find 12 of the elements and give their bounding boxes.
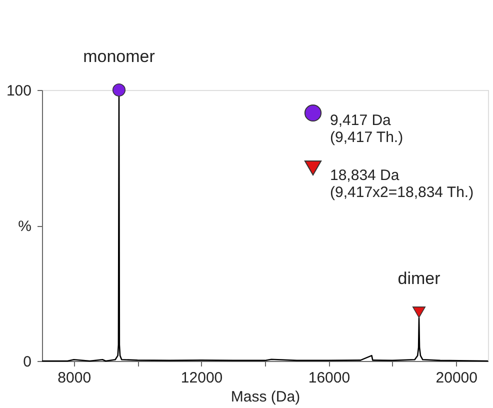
- y-tick-label: 100: [6, 82, 32, 100]
- x-tick-label: 8000: [58, 370, 92, 386]
- y-tick-label: 0: [23, 354, 32, 370]
- annotation: monomer: [83, 47, 156, 66]
- x-tick-label: 16000: [308, 370, 350, 386]
- x-axis-title: Mass (Da): [230, 388, 300, 406]
- legend-label: 18,834 Da (9,417x2=18,834 Th.): [330, 167, 474, 201]
- annotation: dimer: [398, 269, 441, 288]
- legend-label: 9,417 Da (9,417 Th.): [330, 112, 404, 146]
- x-tick-label: 20000: [436, 370, 478, 386]
- y-tick-label: %: [18, 218, 32, 235]
- x-tick-label: 12000: [180, 370, 223, 386]
